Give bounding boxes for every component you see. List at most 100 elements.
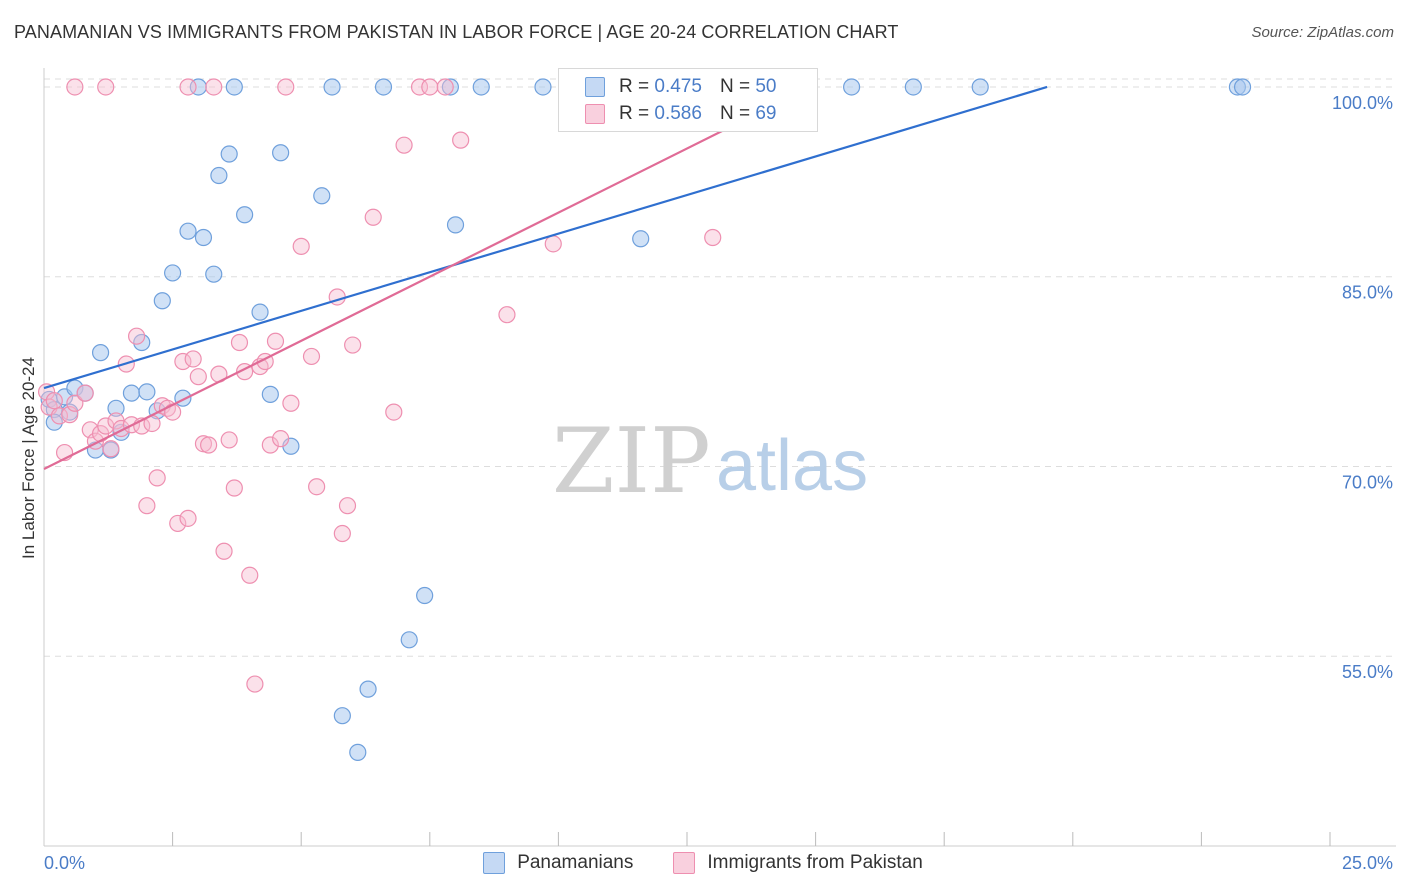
y-tick-label: 85.0% — [1342, 283, 1393, 303]
data-point-pakistan — [704, 228, 722, 247]
data-point-pakistan — [189, 368, 207, 386]
legend-n-value: 69 — [755, 103, 777, 124]
series-pakistan — [37, 78, 768, 693]
chart-title: PANAMANIAN VS IMMIGRANTS FROM PAKISTAN I… — [14, 22, 899, 42]
legend-swatch-pink — [585, 104, 605, 124]
data-point-pakistan — [45, 392, 63, 410]
data-point-pakistan — [200, 436, 218, 454]
data-point-pakistan — [225, 479, 243, 497]
data-point-panamanians — [446, 216, 465, 234]
data-point-panamanians — [225, 78, 243, 96]
data-point-pakistan — [215, 542, 233, 560]
data-point-pakistan — [266, 332, 285, 350]
data-point-pakistan — [302, 347, 321, 366]
data-point-pakistan — [66, 78, 84, 96]
data-point-pakistan — [138, 497, 156, 515]
data-point-pakistan — [174, 352, 192, 371]
data-point-pakistan — [364, 208, 382, 226]
legend-r-value: 0.475 — [654, 76, 702, 97]
data-point-pakistan — [76, 384, 94, 402]
legend-r-label: R = — [619, 76, 650, 97]
data-point-pakistan — [344, 336, 362, 354]
x-tick-label: 0.0% — [44, 853, 85, 873]
legend-swatch-blue — [483, 852, 506, 874]
data-point-panamanians — [323, 78, 341, 96]
data-point-pakistan — [436, 78, 454, 96]
data-point-panamanians — [374, 78, 393, 96]
axes — [43, 68, 1396, 847]
data-point-panamanians — [534, 78, 552, 96]
trend-lines — [43, 85, 1048, 471]
watermark-atlas: atlas — [716, 426, 868, 506]
data-point-pakistan — [282, 394, 300, 412]
y-tick-label: 100.0% — [1332, 93, 1393, 113]
y-tick-label: 70.0% — [1342, 472, 1393, 492]
data-point-pakistan — [184, 350, 202, 368]
data-point-panamanians — [632, 230, 650, 248]
data-point-panamanians — [359, 680, 377, 698]
legend-item-pakistan[interactable]: Immigrants from Pakistan — [673, 852, 923, 874]
series-legend: Panamanians Immigrants from Pakistan — [0, 852, 1406, 874]
data-point-panamanians — [236, 206, 254, 224]
data-point-pakistan — [66, 394, 84, 412]
stats-legend: R = 0.475 N = 50 R = 0.586 N = 69 — [558, 68, 818, 132]
data-point-pakistan — [385, 403, 403, 421]
legend-item-panamanians[interactable]: Panamanians — [483, 852, 633, 874]
data-point-pakistan — [102, 440, 120, 458]
data-point-pakistan — [498, 306, 516, 324]
legend-n-label: N = — [719, 103, 751, 124]
data-point-panamanians — [138, 383, 156, 401]
data-point-panamanians — [843, 78, 861, 96]
data-point-panamanians — [1233, 78, 1252, 96]
data-point-pakistan — [272, 430, 290, 448]
data-point-panamanians — [164, 264, 182, 282]
legend-row-pakistan: R = 0.586 N = 69 — [585, 101, 776, 127]
data-point-panamanians — [91, 344, 110, 362]
data-point-panamanians — [220, 145, 238, 163]
legend-n-label: N = — [719, 76, 751, 97]
data-point-pakistan — [308, 478, 326, 496]
data-point-pakistan — [338, 497, 357, 515]
data-point-pakistan — [241, 566, 259, 584]
data-point-pakistan — [421, 78, 439, 96]
data-point-pakistan — [230, 333, 249, 352]
legend-swatch-pink — [673, 852, 696, 874]
data-point-panamanians — [153, 292, 171, 310]
data-point-panamanians — [261, 385, 279, 403]
data-point-panamanians — [205, 265, 223, 283]
data-point-panamanians — [194, 228, 213, 247]
data-point-pakistan — [544, 235, 562, 253]
data-point-panamanians — [313, 187, 331, 205]
data-point-pakistan — [127, 327, 146, 345]
data-point-pakistan — [292, 237, 310, 255]
data-point-panamanians — [272, 144, 290, 162]
data-point-panamanians — [122, 384, 141, 402]
y-tick-label: 55.0% — [1342, 662, 1393, 682]
legend-r-label: R = — [619, 103, 650, 124]
data-point-pakistan — [179, 78, 197, 96]
data-point-panamanians — [210, 166, 228, 185]
data-point-pakistan — [261, 436, 279, 454]
y-axis-label: In Labor Force | Age 20-24 — [19, 357, 38, 559]
data-point-pakistan — [205, 78, 223, 96]
data-point-pakistan — [148, 469, 166, 487]
legend-row-panamanians: R = 0.475 N = 50 — [585, 74, 776, 100]
data-point-pakistan — [333, 524, 351, 543]
data-point-panamanians — [179, 222, 197, 240]
data-point-panamanians — [400, 631, 418, 649]
data-point-panamanians — [441, 78, 459, 96]
data-point-pakistan — [169, 514, 187, 533]
data-point-panamanians — [333, 707, 351, 725]
trendline-panamanians — [43, 85, 1048, 390]
data-point-panamanians — [904, 78, 922, 96]
tick-labels: 55.0% 70.0% 85.0% 100.0% 0.0% 25.0% — [44, 93, 1393, 873]
data-point-pakistan — [179, 509, 197, 527]
data-point-pakistan — [395, 136, 413, 154]
data-point-panamanians — [107, 399, 125, 417]
watermark-zip: ZIP — [552, 409, 711, 514]
data-point-pakistan — [277, 78, 295, 96]
data-point-pakistan — [220, 431, 238, 449]
data-point-pakistan — [452, 131, 470, 149]
x-tick-label: 25.0% — [1342, 853, 1393, 873]
